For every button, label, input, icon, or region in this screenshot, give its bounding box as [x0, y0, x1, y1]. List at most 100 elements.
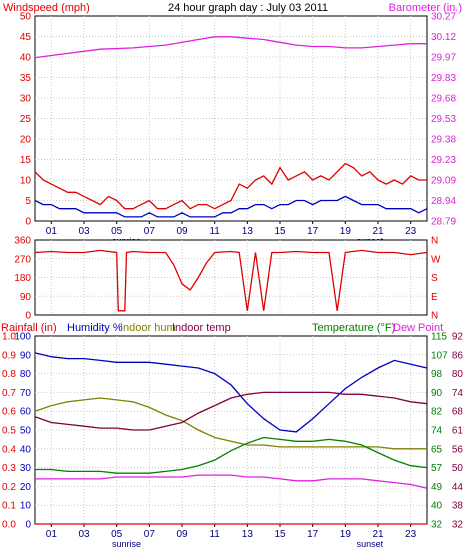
hum-temp-x-tick-label: 11: [209, 529, 220, 540]
barometer-tick-label: 28.94: [431, 196, 456, 207]
humidity-tick-label: 80: [20, 369, 32, 380]
windspeed-tick-label: 0: [25, 217, 31, 228]
indoor-temp-tick-label: 80: [452, 369, 464, 380]
temperature-tick-label: 65: [431, 444, 443, 455]
legend-humidity: Humidity %: [67, 322, 123, 334]
barometer-tick-label: 29.09: [431, 176, 456, 187]
humidity-tick-label: 20: [20, 482, 32, 493]
barometer-tick-label: 29.68: [431, 94, 456, 105]
hum-temp-x-tick-label: 21: [372, 529, 384, 540]
hum-temp-x-tick-label: 07: [144, 529, 156, 540]
series-indoor-temp-line: [34, 391, 428, 431]
wind-baro-x-tick-label: 23: [405, 226, 417, 237]
wind-baro-x-tick-label: 01: [46, 226, 58, 237]
rainfall-tick-label: 0.2: [2, 482, 16, 493]
indoor-temp-tick-label: 61: [452, 426, 464, 437]
windspeed-axis-title: Windspeed (mph): [3, 2, 90, 14]
temperature-tick-label: 74: [431, 426, 443, 437]
wind-baro-x-tick-label: 07: [144, 226, 156, 237]
direction-compass-tick-label: N: [431, 311, 438, 322]
barometer-tick-label: 29.53: [431, 114, 456, 125]
wind-baro-x-tick-label: 15: [274, 226, 286, 237]
temperature-tick-label: 82: [431, 407, 443, 418]
wind-baro-x-tick-label: 09: [176, 226, 188, 237]
rainfall-tick-label: 0.5: [2, 426, 16, 437]
rainfall-tick-label: 0.6: [2, 407, 16, 418]
temperature-tick-label: 40: [431, 501, 443, 512]
barometer-tick-label: 29.38: [431, 135, 456, 146]
hum-temp-sunrise-marker: sunrise: [112, 539, 141, 549]
series-temperature-f-line: [35, 436, 428, 474]
series-barometer-line: [34, 36, 427, 59]
indoor-temp-tick-label: 74: [452, 388, 464, 399]
temperature-tick-label: 107: [431, 350, 448, 361]
humidity-tick-label: 10: [20, 501, 32, 512]
humidity-tick-label: 30: [20, 463, 32, 474]
chart-title: 24 hour graph day : July 03 2011: [168, 2, 328, 14]
barometer-tick-label: 29.83: [431, 73, 456, 84]
direction-degrees-tick-label: 0: [25, 311, 31, 322]
rainfall-tick-label: 0.1: [2, 501, 16, 512]
legend-temperature: Temperature (°F): [312, 322, 395, 334]
wind-baro-x-tick-label: 11: [209, 226, 220, 237]
rainfall-tick-label: 1.0: [2, 332, 16, 343]
temperature-tick-label: 32: [431, 520, 443, 531]
legend-indoor-temp: Indoor temp: [172, 322, 231, 334]
indoor-temp-tick-label: 56: [452, 444, 464, 455]
wind-baro-x-tick-label: 03: [78, 226, 90, 237]
humidity-tick-label: 70: [20, 388, 32, 399]
legend-indoor-hum: Indoor hum: [120, 322, 176, 334]
indoor-temp-tick-label: 32: [452, 520, 464, 531]
windspeed-tick-label: 20: [20, 135, 32, 146]
barometer-tick-label: 28.79: [431, 217, 456, 228]
hum-temp-x-tick-label: 03: [78, 529, 90, 540]
rainfall-tick-label: 0.7: [2, 388, 16, 399]
temperature-tick-label: 49: [431, 482, 443, 493]
hum-temp-panel: 0.00.10.20.30.40.50.60.70.80.91.00102030…: [2, 332, 463, 550]
hum-temp-x-tick-label: 15: [274, 529, 286, 540]
indoor-temp-tick-label: 86: [452, 350, 464, 361]
wind-baro-x-tick-label: 17: [307, 226, 319, 237]
windspeed-tick-label: 30: [20, 94, 32, 105]
series-gust-line: [34, 162, 427, 210]
legend-dew-point: Dew Point: [393, 322, 443, 334]
rainfall-axis-title: Rainfall (in): [1, 322, 57, 334]
hum-temp-x-tick-label: 05: [111, 529, 123, 540]
hum-temp-x-tick-label: 19: [340, 529, 352, 540]
rainfall-tick-label: 0.4: [2, 444, 16, 455]
indoor-temp-tick-label: 68: [452, 407, 464, 418]
temperature-tick-label: 98: [431, 369, 443, 380]
wind-baro-panel: 0510152025303540455028.7928.9429.0929.23…: [20, 12, 457, 247]
direction-compass-tick-label: E: [431, 292, 438, 303]
direction-compass-tick-label: N: [431, 236, 438, 247]
bottom-header: Rainfall (in) Humidity % Indoor hum Indo…: [1, 322, 443, 334]
series-wind-line: [34, 195, 428, 218]
wind-baro-x-tick-label: 13: [242, 226, 254, 237]
direction-degrees-tick-label: 360: [14, 236, 31, 247]
series-indoor-hum-line: [34, 397, 427, 450]
barometer-tick-label: 30.12: [431, 32, 456, 43]
direction-degrees-tick-label: 270: [14, 254, 31, 265]
temperature-tick-label: 115: [431, 332, 447, 343]
windspeed-tick-label: 25: [20, 114, 32, 125]
humidity-tick-label: 100: [14, 332, 31, 343]
windspeed-tick-label: 35: [20, 73, 32, 84]
humidity-tick-label: 90: [20, 350, 32, 361]
temperature-tick-label: 90: [431, 388, 443, 399]
windspeed-tick-label: 40: [20, 53, 32, 64]
windspeed-tick-label: 5: [25, 196, 31, 207]
indoor-temp-tick-label: 38: [452, 501, 464, 512]
barometer-tick-label: 30.27: [431, 12, 456, 23]
rainfall-tick-label: 0.9: [2, 350, 16, 361]
humidity-tick-label: 50: [20, 426, 32, 437]
wind-baro-x-tick-label: 05: [111, 226, 123, 237]
wind-baro-x-tick-label: 21: [372, 226, 384, 237]
hum-temp-x-tick-label: 17: [307, 529, 319, 540]
windspeed-tick-label: 45: [20, 32, 32, 43]
windspeed-tick-label: 50: [20, 12, 32, 23]
windspeed-tick-label: 15: [20, 155, 32, 166]
rainfall-tick-label: 0.0: [2, 520, 16, 531]
hum-temp-x-tick-label: 13: [242, 529, 254, 540]
